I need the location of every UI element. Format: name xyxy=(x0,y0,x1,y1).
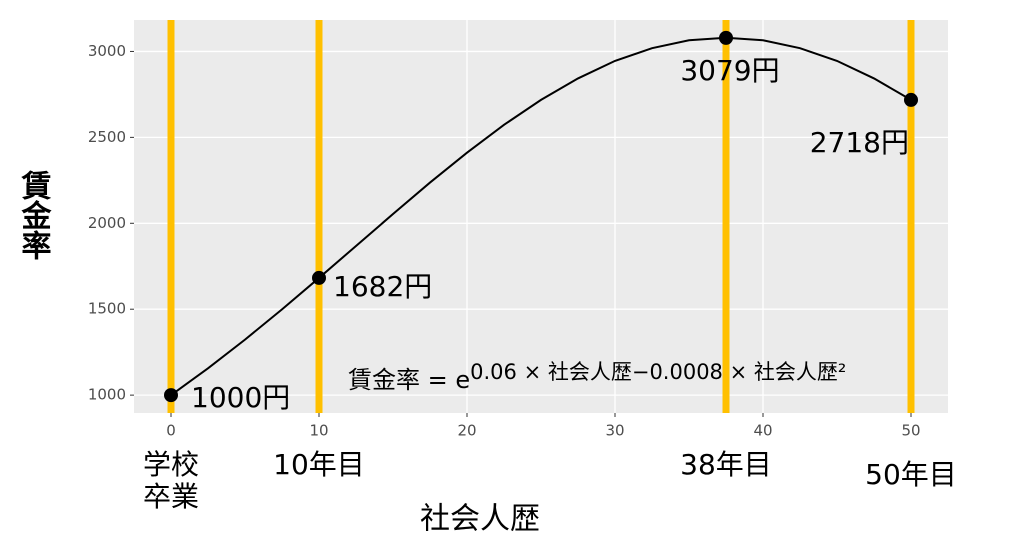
vline-label: 38年目 xyxy=(680,448,772,481)
x-tick-label: 10 xyxy=(309,422,328,440)
vline-label-line: 38年目 xyxy=(680,448,772,481)
curve xyxy=(170,36,912,396)
vline-label-line: 10年目 xyxy=(273,448,365,481)
vline-label: 学校卒業 xyxy=(143,448,199,513)
formula: 賃金率 = e0.06 × 社会人歴−0.0008 × 社会人歴² xyxy=(348,360,846,394)
panel xyxy=(134,20,948,413)
x-tick-label: 20 xyxy=(457,422,476,440)
x-tick-label: 0 xyxy=(166,422,176,440)
y-axis-label: 賃金率 xyxy=(16,170,53,260)
x-tick-label: 30 xyxy=(605,422,624,440)
y-tick-label: 3000 xyxy=(88,42,126,60)
vline-label-line: 50年目 xyxy=(865,458,957,491)
y-tick-label: 1000 xyxy=(88,386,126,404)
formula-exponent: 0.06 × 社会人歴−0.0008 × 社会人歴² xyxy=(470,360,846,384)
point-label: 2718円 xyxy=(810,126,909,159)
point xyxy=(904,92,918,107)
point-label: 3079円 xyxy=(680,54,779,87)
vline-label-line: 学校 xyxy=(143,448,199,481)
point xyxy=(719,30,733,45)
point-label: 1000円 xyxy=(191,381,290,414)
y-tick-label: 1500 xyxy=(88,300,126,318)
formula-base: 賃金率 = e xyxy=(348,366,470,394)
point xyxy=(164,388,178,403)
vline-label-line: 卒業 xyxy=(143,480,199,513)
vline-label: 10年目 xyxy=(273,448,365,481)
x-tick-label: 50 xyxy=(901,422,920,440)
point xyxy=(312,270,326,285)
x-tick-label: 40 xyxy=(753,422,772,440)
vline-label: 50年目 xyxy=(865,458,957,491)
x-axis-label: 社会人歴 xyxy=(420,502,540,537)
point-label: 1682円 xyxy=(333,270,432,303)
y-tick-label: 2000 xyxy=(88,214,126,232)
y-tick-label: 2500 xyxy=(88,128,126,146)
